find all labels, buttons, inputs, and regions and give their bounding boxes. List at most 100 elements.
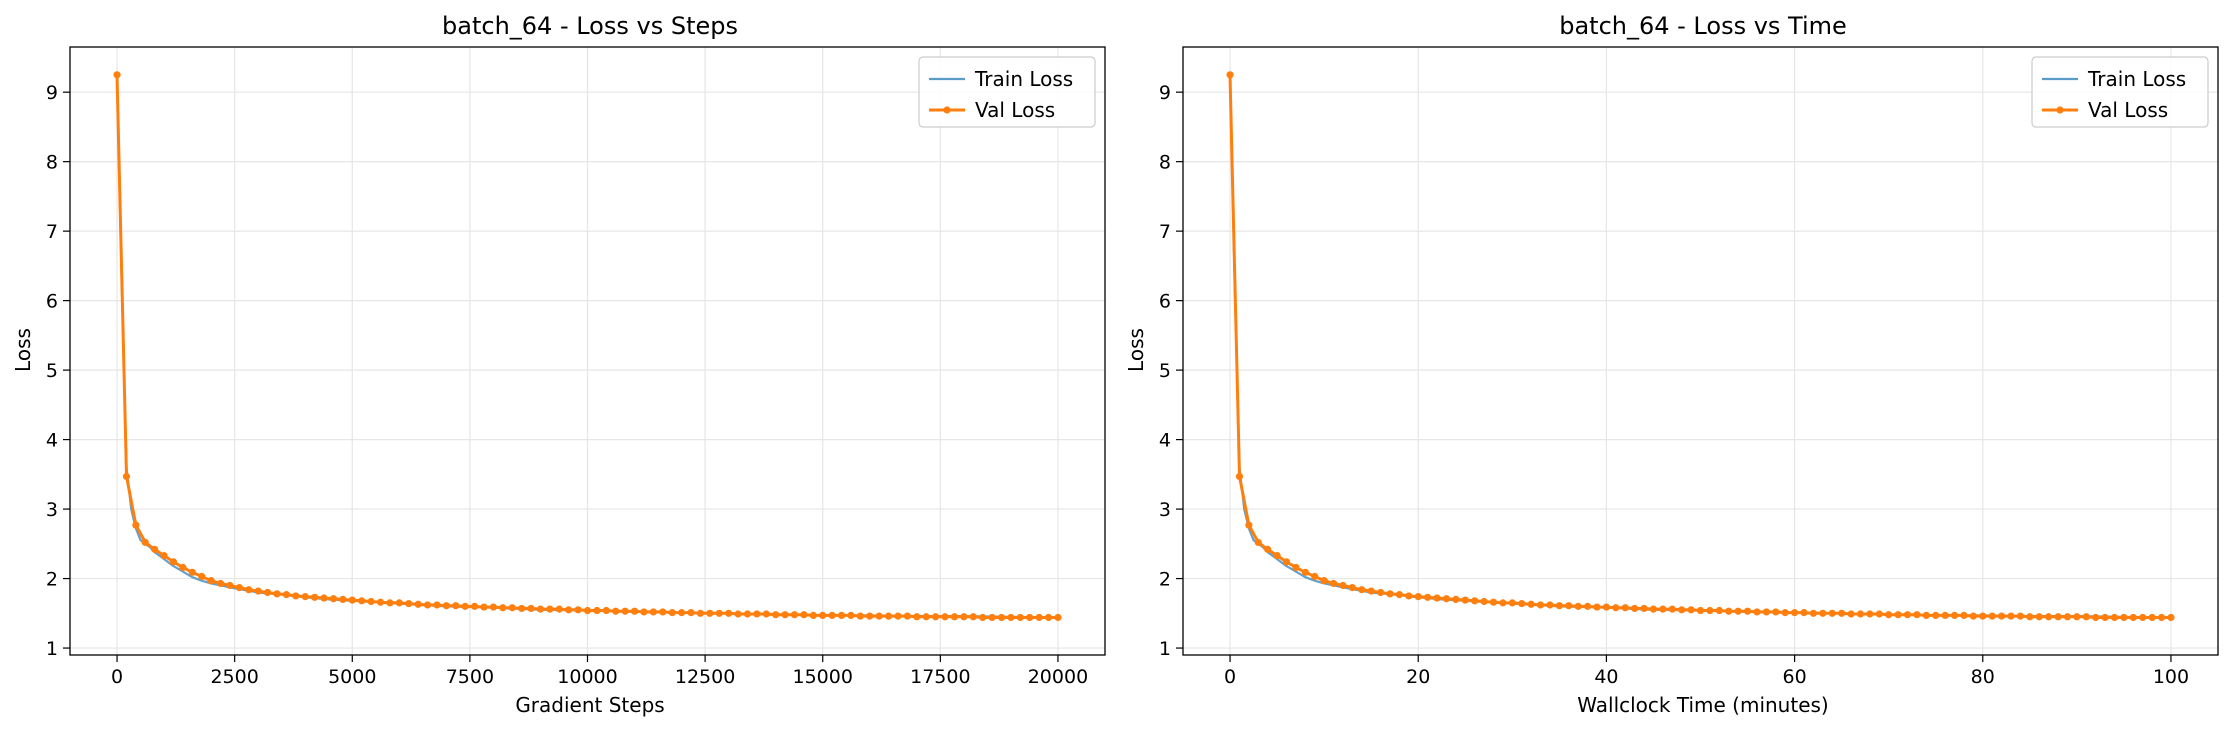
- y-axis-label: Loss: [1124, 328, 1148, 372]
- val-loss-point: [1035, 613, 1043, 622]
- val-loss-point: [367, 597, 375, 606]
- x-tick-label: 40: [1594, 666, 1618, 688]
- y-tick-label: 2: [46, 569, 58, 591]
- val-loss-point: [2063, 613, 2072, 621]
- val-loss-point: [913, 613, 921, 621]
- val-loss-point: [1339, 581, 1347, 590]
- val-loss-point: [1329, 579, 1338, 588]
- val-loss-point: [452, 602, 460, 610]
- y-tick-label: 5: [1159, 360, 1171, 382]
- plot-frame: [1182, 46, 2219, 656]
- val-loss-point: [1583, 602, 1592, 610]
- val-loss-point: [1696, 606, 1705, 615]
- val-loss-point: [2026, 613, 2034, 621]
- y-tick-label: 3: [46, 499, 58, 521]
- chart-loss-vs-steps: batch_64 - Loss vs Steps Gradient Steps …: [11, 12, 1106, 717]
- val-loss-point: [997, 613, 1006, 622]
- val-loss-point: [2101, 613, 2109, 622]
- val-loss-point: [405, 599, 413, 608]
- y-tick-label: 8: [46, 152, 58, 174]
- val-loss-point: [480, 603, 488, 611]
- val-loss-point: [649, 608, 657, 616]
- val-loss-point: [169, 558, 178, 566]
- val-loss-point: [602, 606, 610, 615]
- val-loss-point: [677, 609, 686, 617]
- x-tick-label: 20: [1406, 666, 1430, 688]
- val-loss-point: [847, 611, 855, 619]
- val-loss-point: [1950, 611, 1959, 619]
- legend: Train Loss Val Loss: [2031, 56, 2209, 128]
- val-loss-point: [1885, 611, 1893, 619]
- val-loss-point: [1452, 595, 1460, 604]
- val-loss-point: [292, 592, 300, 600]
- val-loss-point: [1054, 613, 1062, 622]
- val-loss-point: [235, 583, 243, 592]
- val-loss-point: [1395, 590, 1404, 599]
- val-loss-point: [1254, 538, 1262, 547]
- y-tick-label: 1: [46, 638, 58, 660]
- val-loss-point: [1574, 602, 1582, 610]
- y-tick-label: 8: [1159, 152, 1171, 174]
- val-loss-point: [1508, 599, 1516, 607]
- val-loss-point: [630, 607, 639, 615]
- val-loss-point: [282, 590, 291, 599]
- val-loss-point: [762, 610, 770, 618]
- val-loss-point: [583, 606, 592, 615]
- val-loss-point: [1555, 602, 1563, 610]
- val-loss-point: [941, 613, 949, 621]
- val-loss-point: [536, 605, 545, 613]
- val-loss-point: [1640, 604, 1648, 613]
- val-loss-point: [1311, 572, 1319, 581]
- val-loss-point: [1687, 606, 1695, 614]
- val-loss-point: [659, 608, 667, 616]
- val-loss-point: [1790, 609, 1799, 617]
- val-loss-point: [1997, 612, 2006, 620]
- val-loss-point: [1461, 596, 1469, 604]
- val-loss-point: [1960, 611, 1968, 619]
- legend-label: Train Loss: [974, 67, 1073, 91]
- val-loss-point: [2120, 613, 2128, 622]
- val-loss-point: [226, 581, 234, 590]
- val-loss-point: [198, 572, 206, 581]
- val-loss-point: [348, 596, 356, 604]
- y-tick-label: 9: [46, 82, 58, 104]
- x-tick-label: 5000: [328, 666, 376, 688]
- val-loss-line: [1228, 74, 2171, 619]
- val-loss-point: [160, 552, 168, 560]
- y-axis-label: Loss: [11, 328, 35, 372]
- val-loss-point: [1376, 588, 1385, 597]
- val-loss-point: [2007, 612, 2015, 620]
- val-loss-point: [781, 611, 789, 619]
- y-tick-label: 4: [46, 430, 58, 452]
- val-loss-point: [612, 607, 620, 615]
- val-loss-point: [979, 613, 987, 622]
- val-loss-point: [743, 610, 752, 618]
- y-tick-label: 6: [1159, 291, 1171, 313]
- plot-frame: [69, 46, 1106, 656]
- x-tick-label: 100: [2153, 666, 2189, 688]
- val-loss-point: [903, 612, 912, 620]
- val-loss-point: [2092, 613, 2100, 622]
- val-loss-point: [1367, 587, 1375, 595]
- val-loss-point: [1602, 603, 1611, 611]
- val-loss-point: [1565, 602, 1573, 610]
- val-loss-point: [2167, 613, 2175, 622]
- val-loss-point: [837, 611, 846, 619]
- val-loss-point: [470, 602, 479, 610]
- val-loss-point: [565, 606, 573, 614]
- val-loss-point: [1941, 611, 1949, 619]
- val-loss-point: [1527, 600, 1535, 608]
- val-loss-point: [141, 538, 149, 547]
- y-tick-label: 2: [1159, 569, 1171, 591]
- y-tick-label: 7: [46, 221, 58, 243]
- val-loss-point: [518, 604, 526, 613]
- val-loss-point: [301, 593, 309, 601]
- val-loss-point: [273, 590, 281, 598]
- val-loss-point: [113, 71, 121, 79]
- val-loss-point: [894, 612, 902, 620]
- val-loss-point: [386, 599, 394, 607]
- val-loss-point: [2073, 613, 2081, 621]
- val-loss-point: [753, 610, 761, 618]
- val-loss-point: [1678, 606, 1686, 614]
- x-tick-label: 10000: [557, 666, 617, 688]
